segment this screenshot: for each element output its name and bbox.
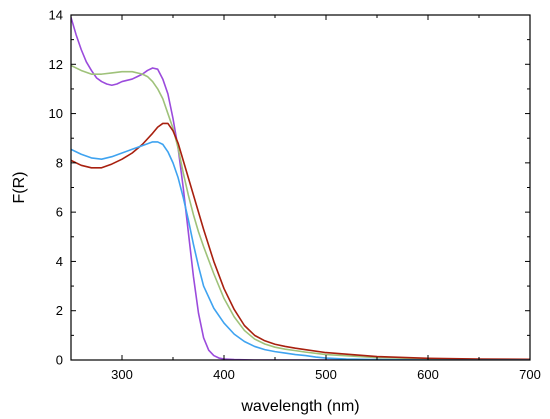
x-axis-title: wavelength (nm): [240, 398, 359, 415]
y-tick-label: 6: [56, 205, 63, 220]
y-tick-label: 2: [56, 303, 63, 318]
series-layer: [71, 16, 530, 360]
series-line-4: [71, 141, 530, 360]
y-tick-label: 14: [49, 8, 63, 23]
plot-frame: [70, 14, 531, 361]
x-tick-label: 600: [417, 367, 439, 382]
x-tick-label: 500: [315, 367, 337, 382]
y-tick-label: 12: [49, 57, 63, 72]
x-tick-label: 700: [519, 367, 541, 382]
axes-layer: 300 400 500 600 700 0 2 4 6 8 10 12 14: [49, 8, 541, 383]
y-tick-label: 4: [56, 254, 63, 269]
series-line-2: [71, 64, 530, 360]
y-tick-label: 8: [56, 155, 63, 170]
x-tick-label: 400: [213, 367, 235, 382]
y-tick-label: 10: [49, 106, 63, 121]
y-tick-label: 0: [56, 353, 63, 368]
series-line-1: [71, 16, 530, 360]
series-line-3: [71, 122, 530, 360]
y-axis-title: F(R): [11, 172, 28, 204]
x-tick-label: 300: [111, 367, 133, 382]
